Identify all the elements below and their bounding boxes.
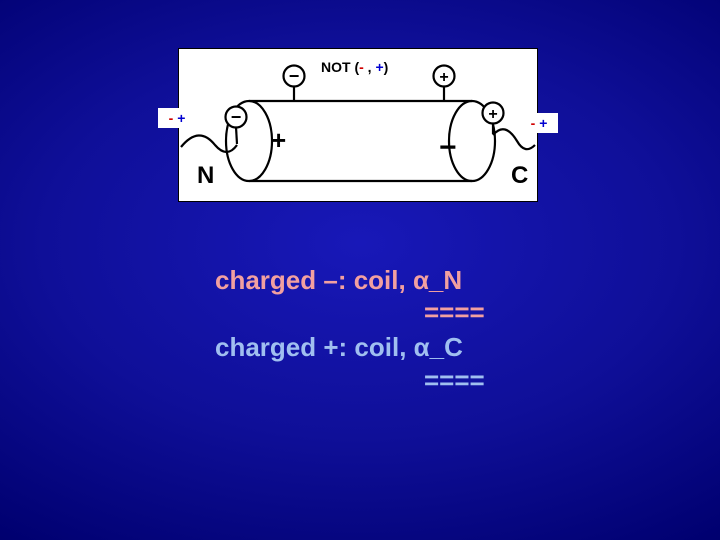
n-terminus-label: N [197,162,214,189]
not-mid: , [364,59,376,75]
not-label: NOT (- , +) [321,59,388,75]
line-charged-minus: charged –: coil, α_N [215,265,462,296]
right-charge-tag: - + [520,113,558,133]
left-charge-tag: - + [158,108,196,128]
not-suffix: ) [384,59,389,75]
slide: + − − + − N + C NOT (- , +) [0,0,720,540]
left-tag-plus: + [177,110,185,126]
not-prefix: NOT ( [321,59,359,75]
underline-plus: ==== [424,365,485,396]
line-charged-plus: charged +: coil, α_C [215,332,463,363]
c-terminus-label: C [511,162,528,189]
protein-diagram: + − − + − N + C NOT (- , +) [178,48,538,202]
not-plus: + [375,59,383,75]
svg-text:−: − [231,107,242,127]
svg-text:+: + [488,106,497,123]
underline-minus: ==== [424,297,485,328]
right-tag-plus: + [539,115,547,131]
svg-text:−: − [289,66,300,86]
left-tag-minus: - [169,110,174,126]
svg-text:+: + [271,125,286,155]
svg-text:−: − [439,131,457,164]
right-tag-minus: - [531,115,536,131]
svg-text:+: + [439,69,448,86]
